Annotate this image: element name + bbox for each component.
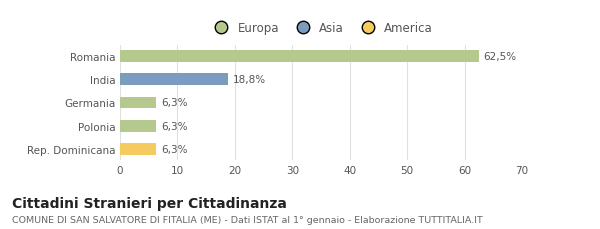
Text: 6,3%: 6,3% bbox=[161, 121, 187, 131]
Bar bbox=[120, 74, 228, 86]
Bar bbox=[120, 144, 156, 155]
Text: COMUNE DI SAN SALVATORE DI FITALIA (ME) - Dati ISTAT al 1° gennaio - Elaborazion: COMUNE DI SAN SALVATORE DI FITALIA (ME) … bbox=[12, 215, 483, 224]
Bar bbox=[120, 51, 479, 63]
Text: Cittadini Stranieri per Cittadinanza: Cittadini Stranieri per Cittadinanza bbox=[12, 196, 287, 210]
Text: 6,3%: 6,3% bbox=[161, 98, 187, 108]
Legend: Europa, Asia, America: Europa, Asia, America bbox=[207, 20, 435, 37]
Bar bbox=[120, 97, 156, 109]
Text: 18,8%: 18,8% bbox=[233, 75, 266, 85]
Bar bbox=[120, 120, 156, 132]
Text: 62,5%: 62,5% bbox=[484, 52, 517, 62]
Text: 6,3%: 6,3% bbox=[161, 144, 187, 154]
